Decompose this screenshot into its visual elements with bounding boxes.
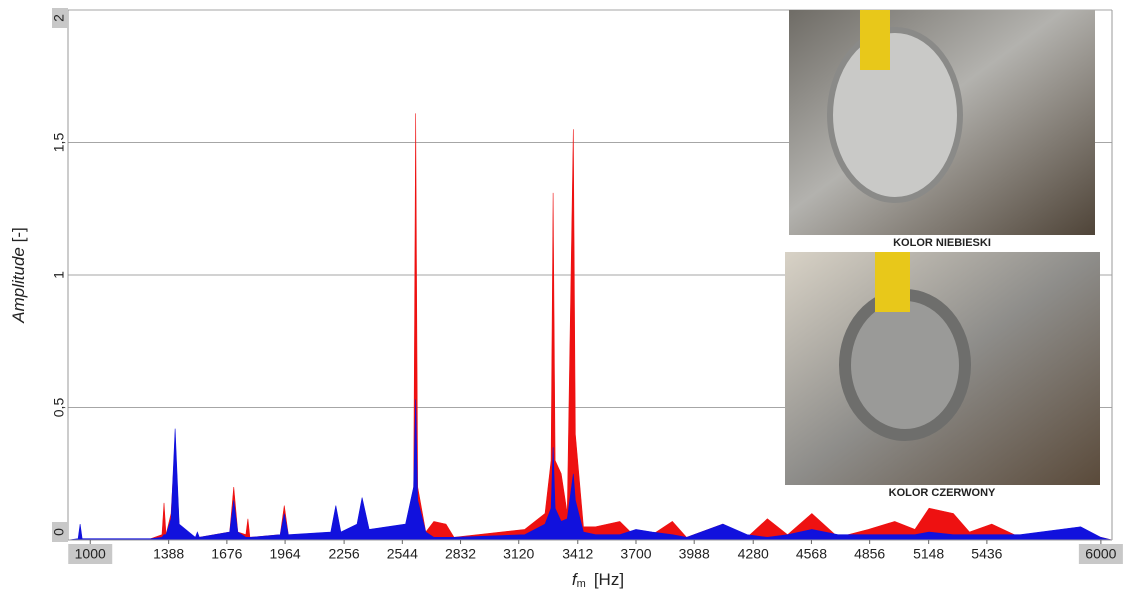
caption-blue: KOLOR NIEBIESKI xyxy=(893,237,991,249)
x-tick-label: 6000 xyxy=(1085,546,1116,562)
x-tick-label: 5148 xyxy=(913,546,944,562)
y-tick-highlight xyxy=(52,522,68,542)
area-series xyxy=(67,399,1113,541)
photo-strap xyxy=(860,10,890,70)
y-tick-highlight xyxy=(52,8,68,28)
x-tick-highlight xyxy=(1078,544,1123,564)
x-tick-label: 4568 xyxy=(796,546,827,562)
x-tick-label: 3700 xyxy=(620,546,651,562)
y-tick-label: 0 xyxy=(51,528,67,536)
y-tick-label: 2 xyxy=(51,14,67,22)
x-tick-label: 3412 xyxy=(562,546,593,562)
x-tick-label: 3120 xyxy=(503,546,534,562)
photo-strap xyxy=(875,252,910,312)
caption-red: KOLOR CZERWONY xyxy=(889,487,996,499)
x-tick-label: 2544 xyxy=(387,546,418,562)
y-tick-label: 1,5 xyxy=(51,133,67,153)
y-axis-title: Amplitude [-] xyxy=(9,227,28,323)
y-tick-label: 0,5 xyxy=(51,398,67,418)
y-tick-label: 1 xyxy=(51,271,67,279)
x-tick-label: 3988 xyxy=(679,546,710,562)
photo-cylinder xyxy=(839,289,971,441)
x-tick-label: 2256 xyxy=(329,546,360,562)
x-tick-highlight xyxy=(68,544,113,564)
x-tick-label: 4280 xyxy=(738,546,769,562)
x-tick-label: 2832 xyxy=(445,546,476,562)
x-title-subscript: m xyxy=(577,578,586,590)
x-tick-label: 4856 xyxy=(854,546,885,562)
x-title-symbol: f xyxy=(572,570,579,589)
x-title-unit: [Hz] xyxy=(594,570,624,589)
x-tick-label: 1676 xyxy=(211,546,242,562)
x-tick-label: 1388 xyxy=(153,546,184,562)
x-tick-label: 1964 xyxy=(270,546,301,562)
y-title-unit: [-] xyxy=(9,227,28,242)
x-tick-label: 5436 xyxy=(971,546,1002,562)
x-tick-label: 1000 xyxy=(75,546,106,562)
x-axis-title: fm [Hz] xyxy=(572,570,624,589)
y-title-main: Amplitude xyxy=(9,247,28,324)
photo-cylinder xyxy=(827,27,963,203)
